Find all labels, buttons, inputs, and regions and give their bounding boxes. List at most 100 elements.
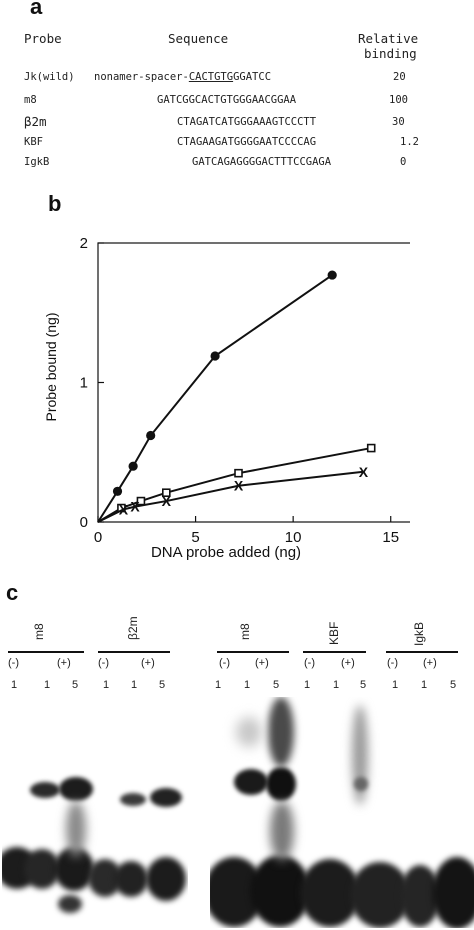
complex-band: [120, 793, 146, 806]
condition-label: (+): [255, 657, 269, 669]
data-point-circle: [210, 351, 220, 361]
relative-binding-value: 20: [393, 71, 406, 83]
smear: [268, 697, 294, 767]
lane-amount-label: 1: [215, 679, 222, 691]
x-tick-label: 15: [382, 529, 399, 546]
condition-label: (-): [304, 657, 315, 669]
x-tick-label: 10: [285, 529, 302, 546]
series-line-3: [97, 470, 364, 523]
relative-binding-header-line1: Relative: [358, 31, 419, 46]
binding-curve-chart: 0 5 10 15 0 1 2 X X XXX DNA probe added (ng) Pro…: [43, 235, 410, 561]
lane-amount-label: 1: [333, 679, 340, 691]
lane-amount-label: 1: [392, 679, 399, 691]
right-gel-image: [210, 697, 474, 928]
probe-sequence: nonamer-spacer-CACTGTGGGATCC: [94, 71, 271, 83]
relative-binding-value: 1.2: [400, 136, 419, 148]
relative-binding-value: 0: [400, 156, 407, 168]
smear: [66, 801, 86, 857]
condition-label: (+): [141, 657, 155, 669]
x-tick-label: 5: [191, 529, 199, 546]
complex-band: [150, 788, 182, 807]
lane-amount-label: 1: [131, 679, 138, 691]
probe-column-header: Probe: [24, 31, 62, 46]
condition-label: (-): [8, 657, 19, 669]
x-tick-label: 0: [94, 529, 102, 546]
y-axis-label: Probe bound (ng): [43, 313, 59, 422]
data-point-square: [366, 443, 376, 453]
condition-label: (-): [387, 657, 398, 669]
x-axis-label: DNA probe added (ng): [151, 544, 301, 561]
lane-amount-label: 5: [273, 679, 280, 691]
data-point-square: [136, 496, 146, 506]
probe-name: Jk(wild): [24, 71, 75, 83]
lane-amount-label: 5: [360, 679, 367, 691]
probe-sequence: GATCGGCACTGTGGGAACGGAA: [157, 94, 297, 106]
lane-amount-label: 1: [244, 679, 251, 691]
condition-label: (-): [98, 657, 109, 669]
data-point-circle: [112, 486, 123, 496]
sequence-prefix: nonamer-spacer-: [94, 71, 189, 83]
relative-binding-header-line2: binding: [364, 46, 417, 61]
complex-band: [266, 767, 296, 801]
y-tick-label: 1: [80, 375, 88, 392]
data-point-x: X: [130, 499, 140, 515]
data-series: X X XXX: [97, 270, 376, 523]
gel-probe-label: KBF: [327, 621, 341, 645]
probe-group-bar: [8, 651, 84, 653]
gel-probe-label: IgkB: [412, 621, 426, 646]
relative-binding-value: 30: [392, 116, 405, 128]
lane-amount-label: 5: [72, 679, 79, 691]
probe-name: IgkB: [24, 156, 50, 168]
probe-name: KBF: [24, 136, 43, 148]
free-probe-band: [114, 861, 148, 897]
lane-amount-label: 1: [11, 679, 18, 691]
gel-probe-label: β2m: [126, 616, 140, 640]
sequence-heptamer: CACTGTG: [188, 71, 234, 83]
condition-label: (+): [57, 657, 71, 669]
complex-band: [30, 782, 60, 798]
data-point-x: X: [119, 501, 129, 517]
lane-amount-label: 1: [44, 679, 51, 691]
data-point-square: [162, 488, 171, 498]
probe-sequence: CTAGATCATGGGAAAGTCCCTT: [177, 116, 317, 128]
probe-group-bar: [217, 651, 289, 653]
data-point-x: X: [162, 493, 172, 509]
panel-b-letter: b: [48, 191, 62, 216]
data-point-circle: [327, 270, 337, 280]
panel-a-letter: a: [30, 0, 43, 19]
y-tick-label: 0: [80, 514, 88, 531]
complex-band: [59, 777, 93, 801]
data-point-x: X: [359, 464, 369, 480]
condition-label: (+): [341, 657, 355, 669]
data-point-circle: [146, 430, 156, 441]
y-tick-label: 2: [80, 235, 88, 252]
smear: [270, 801, 294, 861]
probe-group-bar: [98, 651, 170, 653]
lower-band: [58, 895, 82, 913]
gel-probe-label: m8: [238, 623, 252, 640]
free-probe-band: [146, 857, 186, 901]
left-gel-image: [2, 697, 188, 928]
series-line-1: [97, 274, 333, 523]
probe-sequence: GATCAGAGGGGACTTTCCGAGA: [192, 156, 332, 168]
probe-name: m8: [24, 94, 37, 106]
data-point-square: [234, 468, 243, 478]
lane-amount-label: 1: [421, 679, 428, 691]
sequence-suffix: GGATCC: [233, 71, 272, 83]
axis-ticks: 0 5 10 15 0 1 2: [80, 235, 399, 546]
smear: [236, 717, 262, 747]
probe-sequence: CTAGAAGATGGGGAATCCCCAG: [177, 136, 317, 148]
complex-band: [234, 769, 268, 795]
lane-amount-label: 5: [159, 679, 166, 691]
complex-band: [354, 777, 368, 791]
probe-group-bar: [303, 651, 366, 653]
lane-amount-label: 5: [450, 679, 457, 691]
data-point-circle: [128, 461, 138, 471]
relative-binding-value: 100: [389, 94, 408, 106]
free-probe-band: [432, 857, 474, 928]
lane-amount-label: 1: [304, 679, 311, 691]
panel-c-letter: c: [6, 580, 19, 605]
gel-probe-label: m8: [32, 623, 46, 640]
condition-label: (+): [423, 657, 437, 669]
plot-frame: [97, 242, 410, 523]
